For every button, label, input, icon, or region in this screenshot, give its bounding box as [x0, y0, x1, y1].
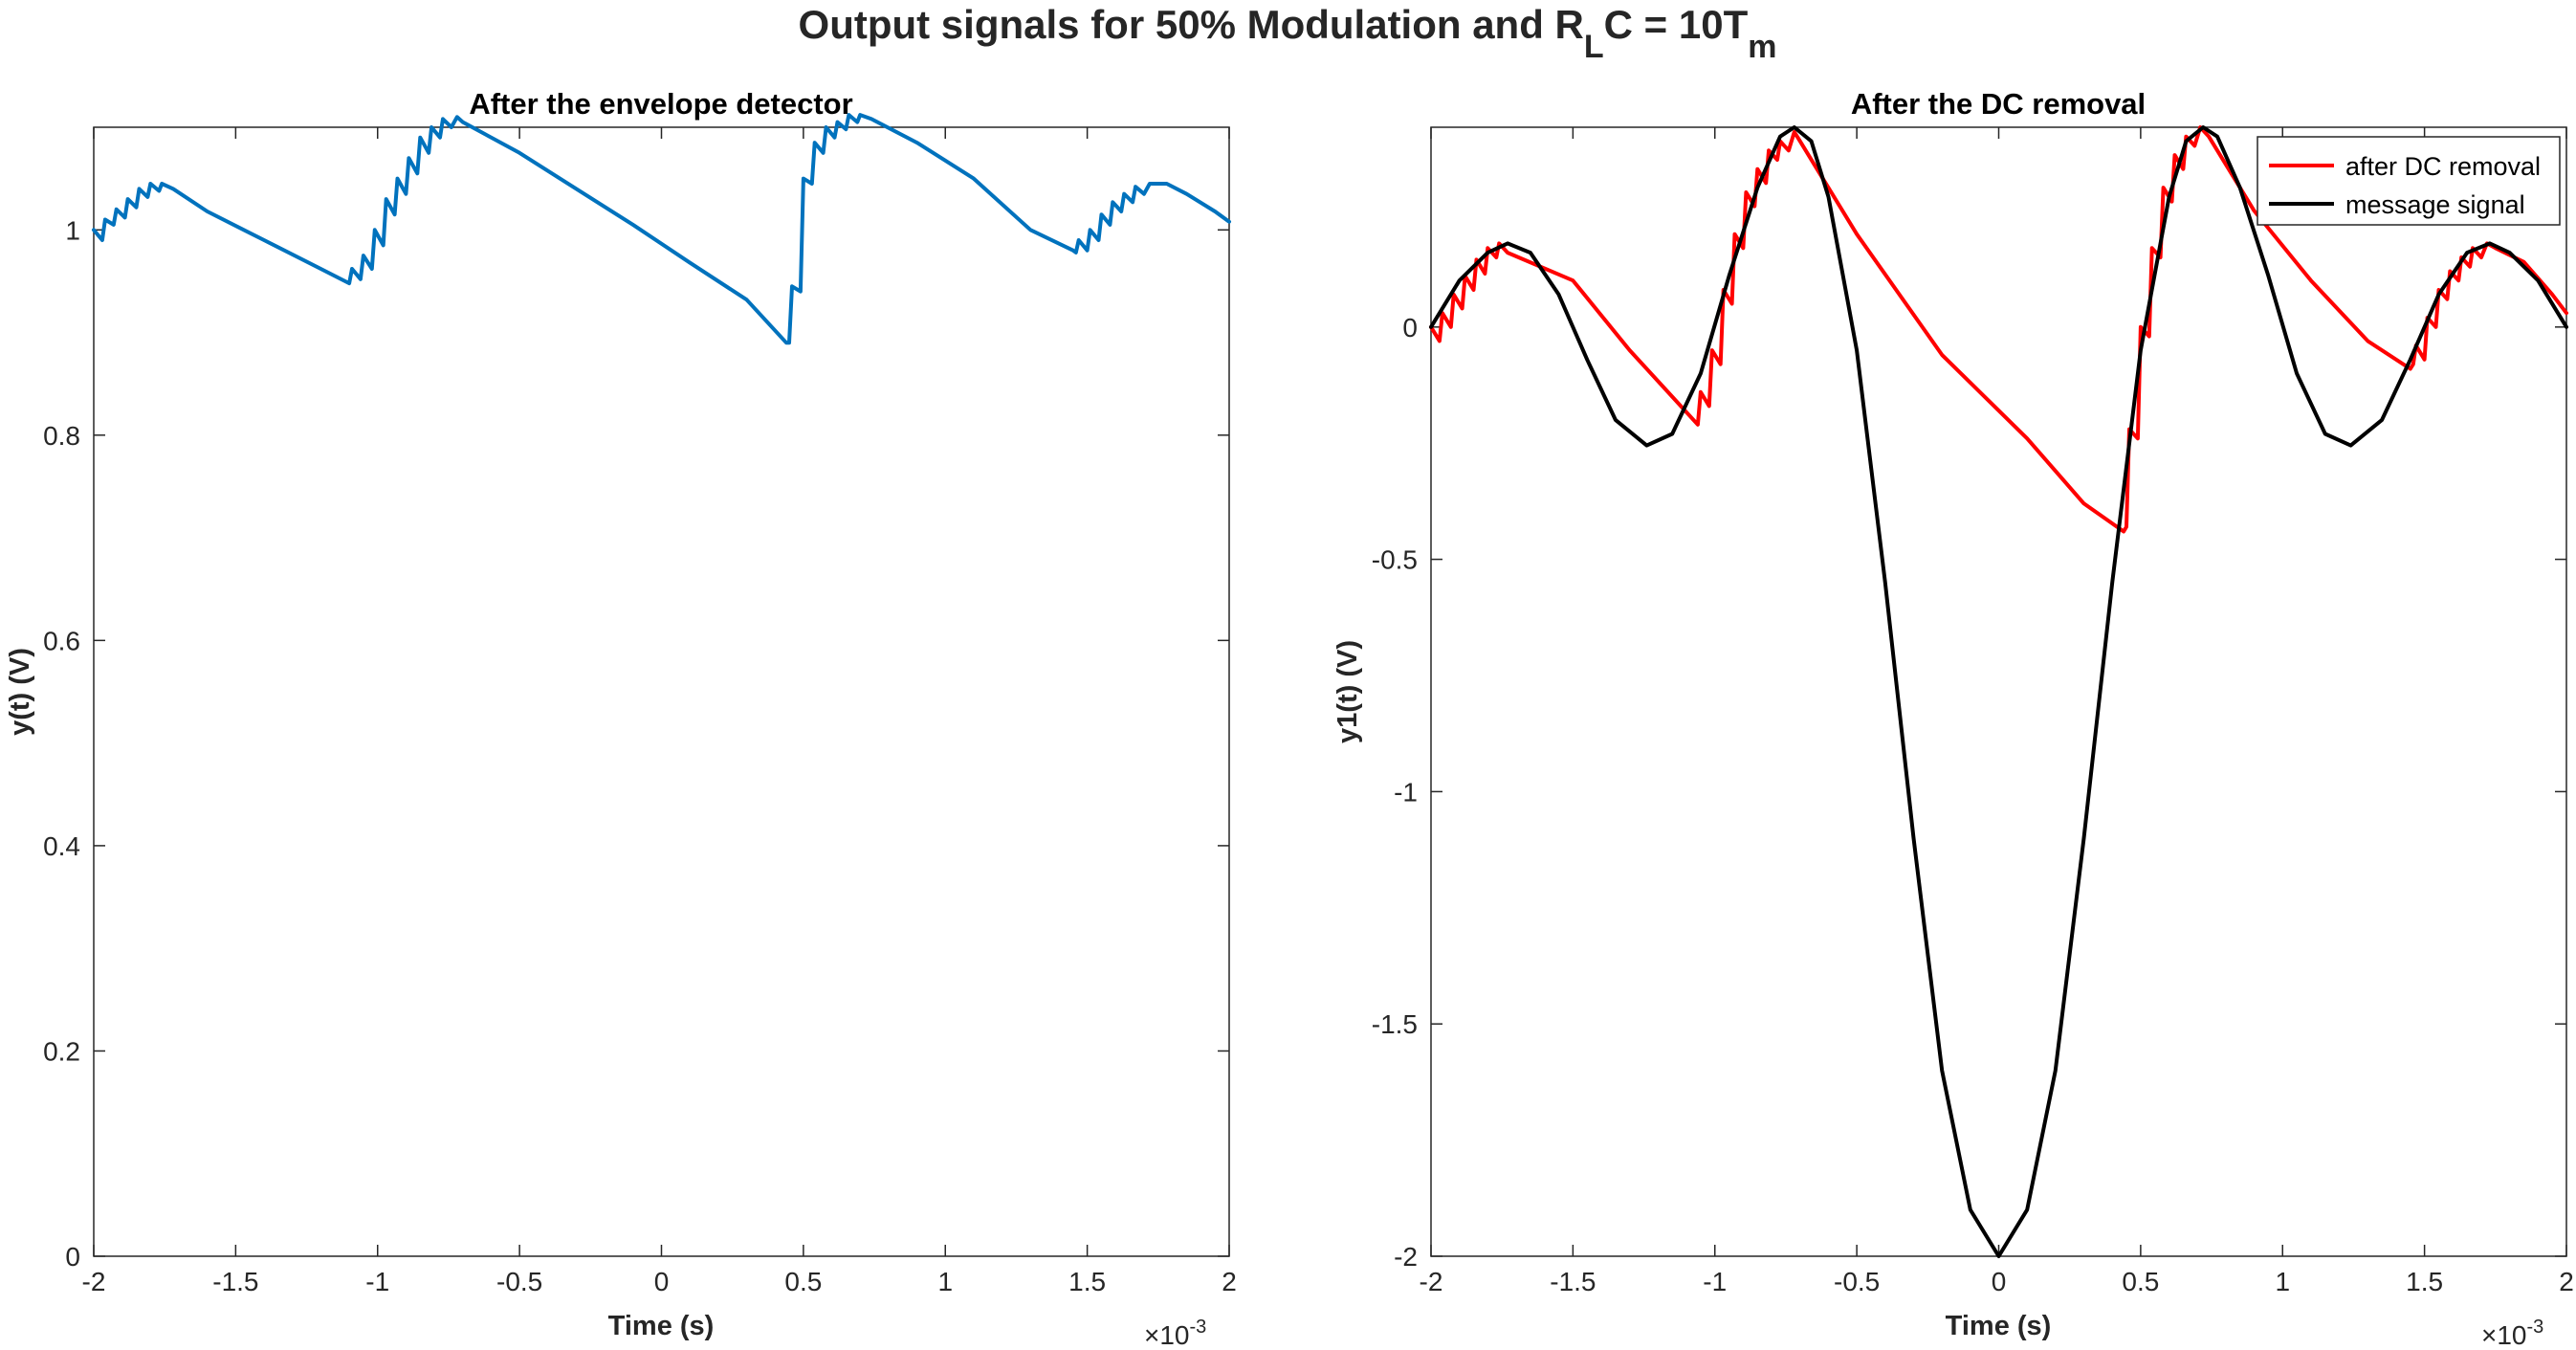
left-x-tick-label: 0.5: [784, 1267, 822, 1296]
left-x-tick-label: -1.5: [212, 1267, 258, 1296]
right-y-tick-label: -1: [1394, 777, 1418, 807]
figure-title: Output signals for 50% Modulation and RL…: [799, 2, 1777, 65]
right-x-tick-label: 1.5: [2406, 1267, 2443, 1296]
left-x-tick-label: -1: [365, 1267, 389, 1296]
left-y-axis-label: y(t) (V): [5, 648, 35, 736]
legend: after DC removal message signal: [2257, 136, 2561, 226]
right-x-exponent-base: ×10: [2481, 1320, 2527, 1350]
right-x-exponent-power: -3: [2527, 1317, 2544, 1338]
left-x-tick-label: 1: [937, 1267, 953, 1296]
figure-title-subscript-l: L: [1584, 29, 1604, 65]
left-x-tick-label: -0.5: [496, 1267, 542, 1296]
left-axes: After the envelope detector -2 -1.5 -1 -0.5…: [5, 87, 1237, 1350]
legend-label-message: message signal: [2345, 190, 2525, 219]
left-x-tick-label: 0: [654, 1267, 670, 1296]
right-ticks: -2 -1.5 -1 -0.5 0 0.5 1 1.5 2 -2 -1.5 -1 -0.5 0: [1372, 127, 2574, 1296]
right-x-tick-label: 0: [1992, 1267, 2007, 1296]
left-x-tick-label: 2: [1222, 1267, 1237, 1296]
right-series-line-1: [1429, 125, 2568, 1258]
right-x-tick-label: -1: [1703, 1267, 1727, 1296]
right-axes-box: [1430, 126, 2567, 1257]
figure-title-middle: C = 10T: [1604, 2, 1749, 47]
right-series: [1429, 125, 2568, 1258]
left-x-exponent: ×10-3: [1144, 1317, 1206, 1350]
right-x-tick-label: -1.5: [1550, 1267, 1596, 1296]
right-x-exponent: ×10-3: [2481, 1317, 2543, 1350]
left-y-tick-label: 0.8: [43, 421, 80, 451]
right-y-tick-label: -0.5: [1372, 545, 1418, 575]
left-y-tick-label: 0.6: [43, 626, 80, 655]
right-x-tick-label: -2: [1420, 1267, 1443, 1296]
left-y-tick-label: 0.2: [43, 1036, 80, 1066]
left-y-tick-label: 0: [65, 1242, 80, 1272]
right-y-axis-label: y1(t) (V): [1332, 640, 1363, 743]
right-chart-title: After the DC removal: [1851, 87, 2146, 121]
right-x-tick-label: 0.5: [2122, 1267, 2159, 1296]
left-x-tick-label: 1.5: [1068, 1267, 1106, 1296]
legend-label-dc-removal: after DC removal: [2345, 152, 2541, 181]
left-x-axis-label: Time (s): [608, 1311, 715, 1341]
left-axes-box: [93, 126, 1230, 1257]
left-ticks: -2 -1.5 -1 -0.5 0 0.5 1 1.5 2 0 0.2 0.4 0.6 0.8 1: [43, 127, 1237, 1296]
left-chart-title: After the envelope detector: [469, 87, 852, 121]
left-y-tick-label: 1: [65, 215, 80, 245]
figure-title-main: Output signals for 50% Modulation and R: [799, 2, 1584, 47]
right-y-tick-label: -2: [1394, 1242, 1418, 1272]
figure-title-subscript-m: m: [1748, 29, 1776, 65]
right-x-tick-label: 2: [2559, 1267, 2574, 1296]
left-series: [92, 113, 1231, 345]
right-x-tick-label: 1: [2275, 1267, 2290, 1296]
right-y-tick-label: 0: [1402, 313, 1418, 343]
legend-box: [2257, 136, 2561, 226]
right-series-line-0: [1429, 125, 2568, 534]
right-x-tick-label: -0.5: [1834, 1267, 1880, 1296]
right-y-tick-label: -1.5: [1372, 1009, 1418, 1039]
left-x-tick-label: -2: [82, 1267, 106, 1296]
right-x-axis-label: Time (s): [1946, 1311, 2052, 1341]
left-x-exponent-base: ×10: [1144, 1320, 1190, 1350]
left-x-exponent-power: -3: [1190, 1317, 1207, 1338]
left-y-tick-label: 0.4: [43, 831, 80, 861]
left-series-line-0: [92, 113, 1231, 345]
right-axes: After the DC removal -2 -1.5 -1 -0.5 0 0.5 1 1.…: [1332, 87, 2574, 1350]
